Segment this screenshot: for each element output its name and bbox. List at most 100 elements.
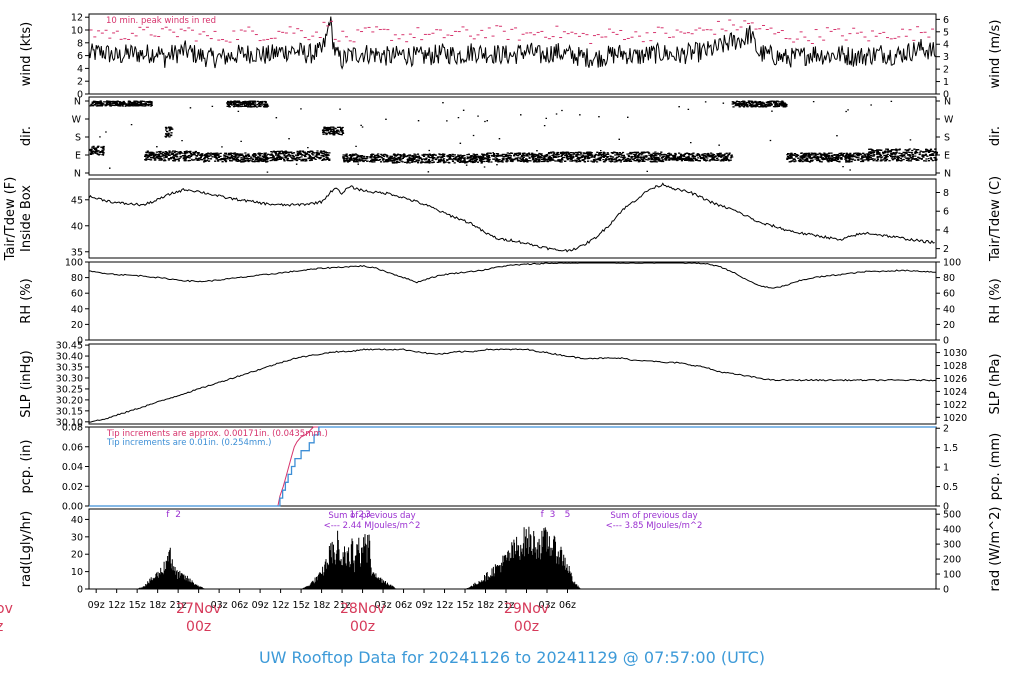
rad-day-marker: f <box>166 510 170 520</box>
right-tick-label: 300 <box>943 540 961 551</box>
ylabel-right: wind (m/s) <box>988 20 1003 89</box>
direction-marks <box>89 100 938 173</box>
ylabel-left: wind (kts) <box>19 22 34 86</box>
left-tick-label: 10 <box>71 26 83 37</box>
left-tick-label: 100 <box>65 258 83 269</box>
left-tick-label: 0.06 <box>62 442 83 453</box>
right-tick-label: 100 <box>943 570 961 581</box>
left-tick-label: S <box>75 133 81 144</box>
right-tick-label: 0 <box>943 585 949 596</box>
rad-sum-value-1: <--- 2.44 MJoules/m^2 <box>324 521 421 531</box>
left-tick-label: E <box>75 151 81 162</box>
left-tick-label: 20 <box>71 320 83 331</box>
right-tick-label: 20 <box>943 320 955 331</box>
left-tick-label: 45 <box>71 195 83 206</box>
right-tick-label: 6 <box>943 15 949 26</box>
panel-frame <box>88 343 937 425</box>
right-tick-label: 1028 <box>943 361 967 372</box>
rad-sum-value-2: <--- 3.85 MJoules/m^2 <box>606 521 703 531</box>
rad-sum-title-2: Sum of previous day <box>610 511 697 521</box>
ylabel-right: rad (W/m^2) <box>988 507 1003 592</box>
left-tick-label: 80 <box>71 273 83 284</box>
right-tick-label: 1024 <box>943 387 967 398</box>
x-axis: 09z 12z 15z 18z 21z 03z 06z 09z 12z 15z 18z 21z 03z 0… <box>0 589 576 635</box>
x-tick-label: 12z <box>436 600 453 611</box>
right-tick-label: 60 <box>943 289 955 300</box>
right-tick-label: 5 <box>943 27 949 38</box>
left-tick-label: N <box>74 169 81 180</box>
right-tick-label: 2 <box>943 424 949 435</box>
left-tick-label: 0.08 <box>62 423 83 434</box>
footer-title: UW Rooftop Data for 20241126 to 20241129… <box>0 648 1024 667</box>
rad-day-marker: 3 <box>550 510 556 520</box>
rad-sum-title-1: Sum of previous day <box>328 511 415 521</box>
left-tick-label: 6 <box>77 51 83 62</box>
right-tick-label: 1 <box>943 77 949 88</box>
left-tick-label: 4 <box>77 64 83 75</box>
ylabel-left: pcp. (in) <box>19 440 34 494</box>
panel-temp: 35 40 45 2 4 6 8 Tair/Tdew (F) Inside Box Tair/Td… <box>3 176 1003 262</box>
left-tick-label: 12 <box>71 13 83 24</box>
right-tick-label: 8 <box>943 188 949 199</box>
ylabel-right: SLP (hPa) <box>988 353 1003 414</box>
right-tick-label: 4 <box>943 40 949 51</box>
left-tick-label: 0.02 <box>62 482 83 493</box>
right-tick-label: 6 <box>943 207 949 218</box>
left-tick-label: 0.04 <box>62 462 83 473</box>
left-tick-label: 2 <box>77 77 83 88</box>
left-tick-label: 0 <box>77 90 83 101</box>
right-tick-label: 100 <box>943 258 961 269</box>
x-date-label: 28Nov <box>340 601 385 617</box>
rad-day-marker: 2 <box>358 510 364 520</box>
ylabel-left: Inside Box <box>19 185 34 252</box>
x-tick-label: 12z <box>108 600 125 611</box>
panel-frame <box>88 178 937 259</box>
x-date-sublabel: 00z <box>186 619 211 635</box>
right-tick-label: 0 <box>943 502 949 513</box>
right-tick-label: S <box>944 133 950 144</box>
right-tick-label: 4 <box>943 225 949 236</box>
ylabel-left: Tair/Tdew (F) <box>3 177 18 262</box>
x-tick-label: 09z <box>416 600 433 611</box>
x-tick-label: 06z <box>559 600 576 611</box>
left-tick-label: 30.25 <box>56 384 83 395</box>
panel-frame <box>88 13 937 95</box>
rad-day-marker: 1 <box>349 510 355 520</box>
right-tick-label: N <box>944 169 951 180</box>
left-tick-label: 60 <box>71 289 83 300</box>
left-tick-label: 0 <box>77 336 83 347</box>
right-tick-label: 0.5 <box>943 482 958 493</box>
x-tick-label: 21z <box>497 600 514 611</box>
rh-series-line <box>88 262 937 289</box>
left-tick-label: 0.00 <box>62 502 83 513</box>
left-tick-label: 40 <box>71 221 83 232</box>
right-tick-label: 500 <box>943 510 961 521</box>
pcp-step-line <box>89 426 936 507</box>
x-tick-label: 18z <box>313 600 330 611</box>
left-tick-label: 40 <box>71 515 83 526</box>
right-tick-label: 1 <box>943 463 949 474</box>
wind-series-line <box>88 16 936 70</box>
x-date-label: 27Nov <box>176 601 221 617</box>
panel-frame <box>88 261 937 341</box>
right-tick-label: 40 <box>943 304 955 315</box>
x-tick-label: 06z <box>395 600 412 611</box>
left-tick-label: 30.35 <box>56 363 83 374</box>
left-tick-label: 30 <box>71 532 83 543</box>
panel-slp: 30.1030.1530.2030.2530.3030.3530.4030.45… <box>19 341 1003 429</box>
x-tick-label: 03z <box>375 600 392 611</box>
x-tick-label: 15z <box>129 600 146 611</box>
right-tick-label: 1026 <box>943 374 967 385</box>
left-tick-label: 0 <box>77 585 83 596</box>
left-tick-label: N <box>74 97 81 108</box>
right-tick-label: 1030 <box>943 348 967 359</box>
rad-day-marker: 5 <box>565 510 571 520</box>
right-tick-label: 3 <box>943 52 949 63</box>
x-date-label: ov <box>0 601 13 617</box>
ylabel-left: RH (%) <box>19 278 34 323</box>
left-tick-label: 8 <box>77 38 83 49</box>
ylabel-right: RH (%) <box>988 278 1003 323</box>
